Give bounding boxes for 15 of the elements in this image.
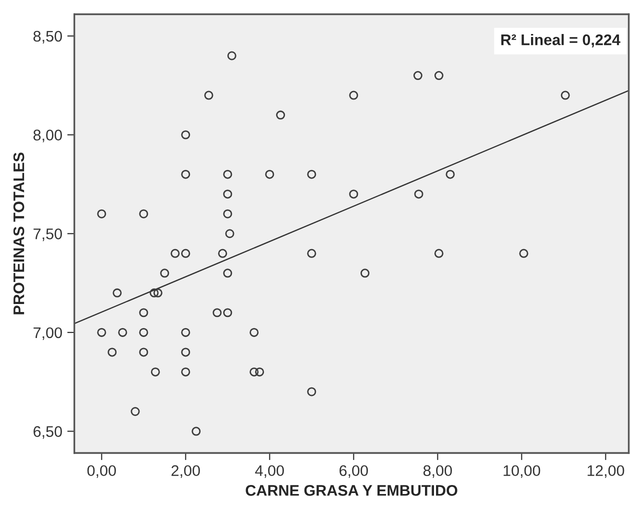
x-axis-title: CARNE GRASA Y EMBUTIDO	[246, 485, 458, 496]
x-tick-label: 0,00	[87, 465, 116, 478]
y-axis-title: PROTEINAS TOTALES	[13, 152, 24, 314]
annotation: R² Lineal = 0,224	[501, 34, 620, 48]
x-tick-label: 6,00	[340, 465, 368, 478]
y-tick-label: 6,50	[34, 426, 62, 439]
x-tick-label: 10,00	[504, 465, 540, 478]
y-tick-label: 8,50	[33, 30, 62, 44]
y-tick-label: 8,00	[33, 130, 62, 142]
x-tick-label: 2,00	[172, 465, 200, 478]
x-tick-label: 4,00	[255, 465, 284, 478]
y-tick-label: 7,00	[34, 327, 62, 340]
x-tick-label: 12,00	[588, 465, 624, 478]
y-tick-label: 7,50	[34, 228, 62, 242]
x-tick-label: 8,00	[423, 465, 452, 478]
